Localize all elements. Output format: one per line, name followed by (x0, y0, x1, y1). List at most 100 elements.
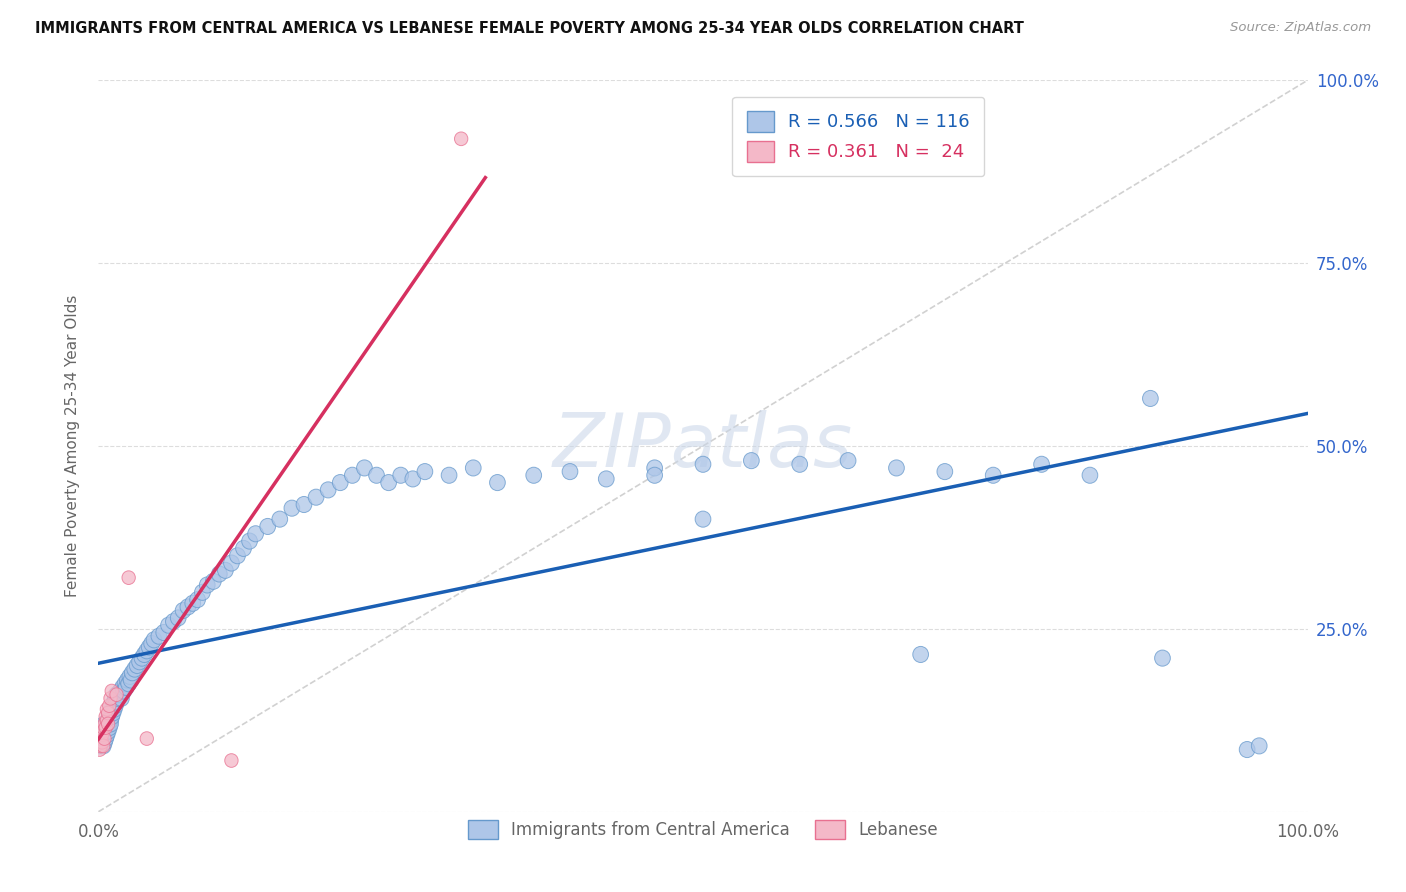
Ellipse shape (229, 548, 245, 564)
Text: ZIPatlas: ZIPatlas (553, 410, 853, 482)
Ellipse shape (441, 467, 457, 483)
Ellipse shape (98, 710, 112, 723)
Ellipse shape (96, 735, 108, 749)
Ellipse shape (912, 647, 928, 663)
Ellipse shape (211, 566, 228, 582)
Ellipse shape (344, 467, 360, 483)
Ellipse shape (190, 591, 205, 607)
Ellipse shape (96, 720, 111, 736)
Ellipse shape (96, 728, 108, 742)
Legend: Immigrants from Central America, Lebanese: Immigrants from Central America, Lebanes… (460, 812, 946, 847)
Ellipse shape (97, 727, 112, 743)
Ellipse shape (98, 721, 112, 734)
Ellipse shape (150, 628, 167, 644)
Ellipse shape (792, 456, 807, 473)
Ellipse shape (93, 731, 108, 747)
Ellipse shape (562, 464, 578, 480)
Ellipse shape (98, 720, 114, 736)
Ellipse shape (139, 643, 155, 659)
Ellipse shape (224, 555, 239, 571)
Ellipse shape (1143, 391, 1159, 407)
Ellipse shape (115, 683, 132, 699)
Ellipse shape (1251, 738, 1267, 754)
Ellipse shape (218, 562, 233, 578)
Ellipse shape (111, 687, 127, 703)
Ellipse shape (101, 720, 117, 736)
Ellipse shape (100, 712, 115, 729)
Ellipse shape (134, 650, 150, 666)
Ellipse shape (108, 687, 124, 703)
Ellipse shape (98, 716, 115, 732)
Text: IMMIGRANTS FROM CENTRAL AMERICA VS LEBANESE FEMALE POVERTY AMONG 25-34 YEAR OLDS: IMMIGRANTS FROM CENTRAL AMERICA VS LEBAN… (35, 21, 1024, 36)
Ellipse shape (180, 599, 195, 615)
Ellipse shape (136, 647, 152, 663)
Ellipse shape (100, 723, 115, 739)
Ellipse shape (104, 691, 117, 706)
Ellipse shape (98, 723, 115, 739)
Ellipse shape (107, 701, 122, 717)
Ellipse shape (695, 456, 711, 473)
Ellipse shape (101, 716, 117, 732)
Ellipse shape (284, 500, 299, 516)
Ellipse shape (143, 635, 159, 651)
Ellipse shape (418, 464, 433, 480)
Ellipse shape (94, 727, 110, 743)
Ellipse shape (205, 574, 221, 590)
Ellipse shape (454, 132, 468, 145)
Ellipse shape (744, 452, 759, 468)
Ellipse shape (103, 716, 118, 732)
Ellipse shape (114, 690, 129, 706)
Ellipse shape (889, 460, 904, 476)
Ellipse shape (103, 705, 118, 721)
Ellipse shape (108, 694, 124, 710)
Ellipse shape (110, 690, 125, 706)
Ellipse shape (124, 672, 139, 688)
Ellipse shape (121, 675, 136, 692)
Ellipse shape (100, 703, 114, 716)
Ellipse shape (166, 614, 181, 630)
Ellipse shape (98, 731, 111, 746)
Ellipse shape (104, 701, 120, 717)
Ellipse shape (200, 577, 215, 593)
Ellipse shape (184, 595, 201, 611)
Ellipse shape (599, 471, 614, 487)
Ellipse shape (120, 672, 135, 688)
Ellipse shape (122, 668, 138, 684)
Ellipse shape (381, 475, 396, 491)
Ellipse shape (176, 602, 191, 619)
Ellipse shape (260, 518, 276, 534)
Ellipse shape (105, 684, 118, 698)
Ellipse shape (1239, 741, 1256, 757)
Ellipse shape (101, 708, 117, 724)
Ellipse shape (124, 665, 141, 681)
Ellipse shape (107, 690, 124, 706)
Ellipse shape (107, 698, 124, 714)
Ellipse shape (647, 460, 662, 476)
Text: Source: ZipAtlas.com: Source: ZipAtlas.com (1230, 21, 1371, 34)
Ellipse shape (308, 489, 323, 505)
Ellipse shape (271, 511, 288, 527)
Ellipse shape (242, 533, 257, 549)
Ellipse shape (146, 632, 162, 648)
Ellipse shape (236, 541, 252, 557)
Ellipse shape (194, 584, 211, 600)
Ellipse shape (115, 680, 131, 696)
Ellipse shape (93, 735, 107, 749)
Ellipse shape (103, 712, 118, 729)
Ellipse shape (332, 475, 349, 491)
Ellipse shape (225, 754, 238, 767)
Ellipse shape (96, 731, 111, 747)
Ellipse shape (94, 731, 107, 746)
Ellipse shape (117, 675, 134, 692)
Ellipse shape (936, 464, 953, 480)
Ellipse shape (357, 460, 373, 476)
Ellipse shape (110, 688, 124, 701)
Ellipse shape (107, 694, 122, 710)
Ellipse shape (103, 698, 115, 713)
Ellipse shape (247, 525, 263, 541)
Ellipse shape (489, 475, 505, 491)
Ellipse shape (91, 738, 107, 754)
Ellipse shape (100, 714, 114, 727)
Ellipse shape (321, 482, 336, 498)
Ellipse shape (96, 724, 108, 738)
